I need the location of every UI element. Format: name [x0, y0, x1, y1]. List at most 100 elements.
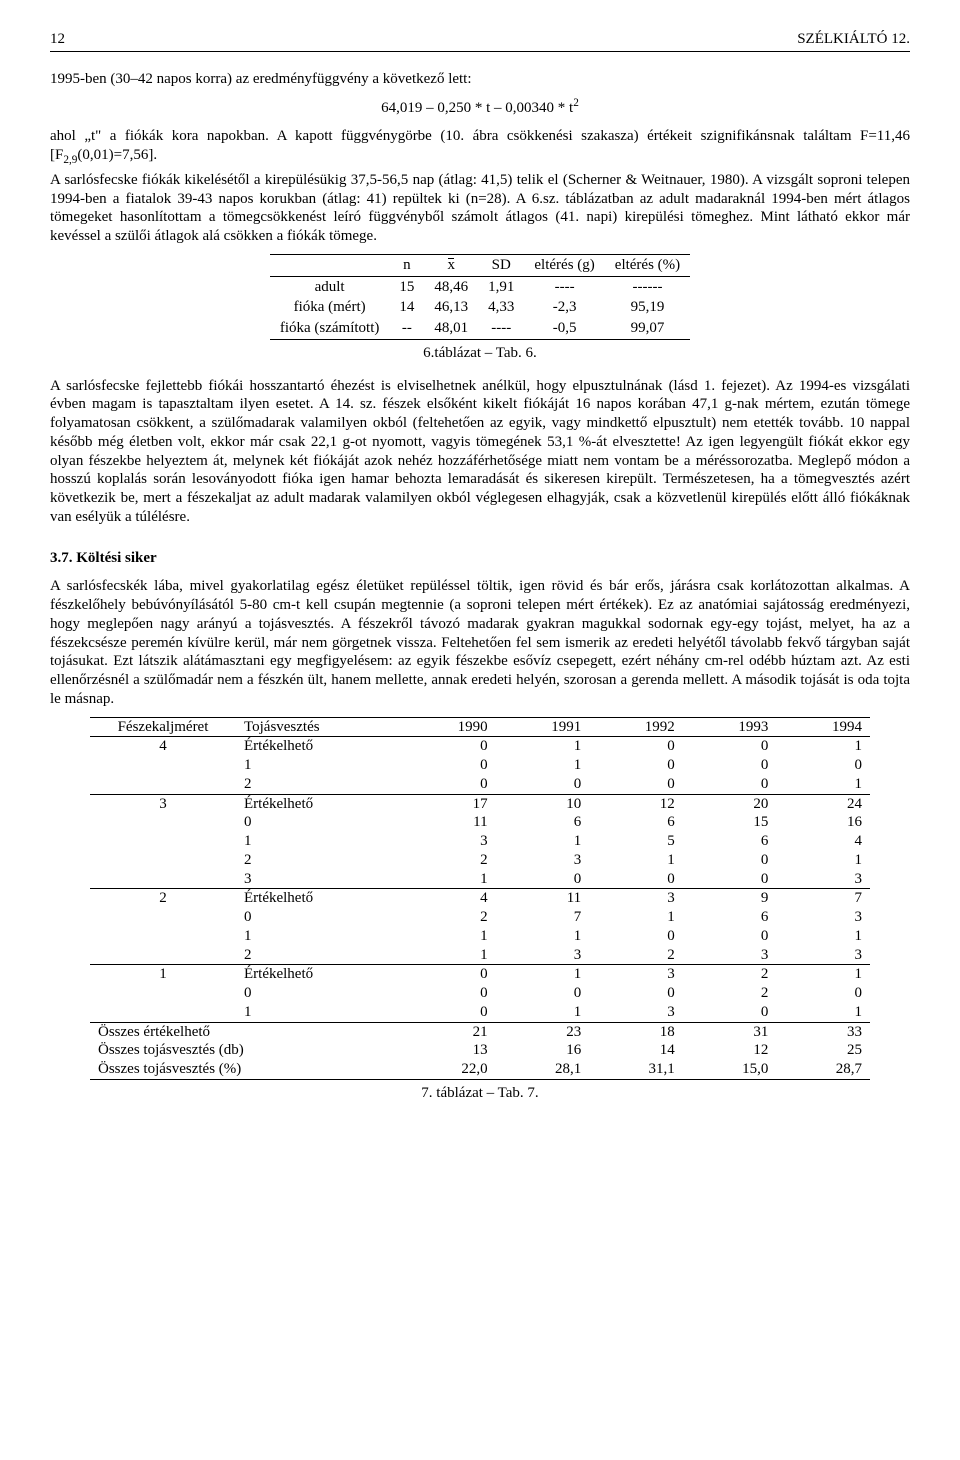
where-text-b: (0,01)=7,56]. [77, 147, 157, 163]
t6-r1c3: 4,33 [478, 297, 524, 318]
t7-total-cell: 12 [683, 1041, 777, 1060]
t7-h3: 1991 [496, 717, 590, 737]
t7-cell: 20 [683, 794, 777, 813]
t7-cell: 0 [683, 851, 777, 870]
table-row: 011661516 [90, 813, 870, 832]
t6-h4: eltérés (g) [524, 254, 604, 276]
t7-cell: 15 [683, 813, 777, 832]
t7-cell: 0 [589, 756, 683, 775]
formula-body: 64,019 – 0,250 * t – 0,00340 * t [381, 100, 573, 116]
where-text-a: ahol „t" a fiókák kora napokban. A kapot… [50, 128, 910, 163]
t7-cell: 6 [496, 813, 590, 832]
t7-cell: 1 [496, 1003, 590, 1022]
table-row: 131564 [90, 832, 870, 851]
t7-h1: Tojásvesztés [236, 717, 402, 737]
t6-r0c4: ---- [524, 276, 604, 297]
t7-h0: Fészekaljméret [90, 717, 236, 737]
t7-h6: 1994 [776, 717, 870, 737]
t7-cell: 4 [402, 889, 496, 908]
t7-cell: 2 [402, 851, 496, 870]
t7-cell: 1 [496, 832, 590, 851]
t7-cell: 0 [589, 927, 683, 946]
t7-label-cell: 2 [236, 775, 402, 794]
t7-cell: 10 [496, 794, 590, 813]
table-row: 213233 [90, 946, 870, 965]
t7-cell: 0 [589, 870, 683, 889]
t7-size-cell [90, 927, 236, 946]
table-row: 2Értékelhető411397 [90, 889, 870, 908]
t7-total-cell: 18 [589, 1022, 683, 1041]
t7-total-cell: 16 [496, 1041, 590, 1060]
t7-total-label: Összes értékelhető [90, 1022, 402, 1041]
t7-total-cell: 28,7 [776, 1060, 870, 1079]
t7-cell: 0 [496, 775, 590, 794]
table-row: fióka (számított) -- 48,01 ---- -0,5 99,… [270, 318, 690, 339]
t7-cell: 3 [496, 946, 590, 965]
t7-size-cell: 3 [90, 794, 236, 813]
t7-cell: 2 [683, 965, 777, 984]
t7-cell: 3 [589, 1003, 683, 1022]
t7-cell: 4 [776, 832, 870, 851]
t7-cell: 1 [589, 908, 683, 927]
t7-size-cell [90, 1003, 236, 1022]
t7-size-cell [90, 775, 236, 794]
t7-total-cell: 21 [402, 1022, 496, 1041]
t7-cell: 2 [683, 984, 777, 1003]
t7-size-cell: 2 [90, 889, 236, 908]
t7-cell: 0 [402, 965, 496, 984]
t6-r0c0: adult [270, 276, 390, 297]
t6-r1c4: -2,3 [524, 297, 604, 318]
t7-cell: 0 [402, 1003, 496, 1022]
page-number: 12 [50, 30, 65, 49]
t7-h4: 1992 [589, 717, 683, 737]
t7-total-cell: 22,0 [402, 1060, 496, 1079]
t7-cell: 11 [402, 813, 496, 832]
t6-r2c0: fióka (számított) [270, 318, 390, 339]
t6-r2c4: -0,5 [524, 318, 604, 339]
t7-cell: 6 [589, 813, 683, 832]
t7-cell: 0 [589, 984, 683, 1003]
t7-cell: 0 [589, 775, 683, 794]
regression-formula: 64,019 – 0,250 * t – 0,00340 * t2 [50, 99, 910, 118]
t7-cell: 1 [496, 737, 590, 756]
table-7-caption: 7. táblázat – Tab. 7. [50, 1084, 910, 1103]
t7-cell: 1 [496, 927, 590, 946]
table-row: 3Értékelhető1710122024 [90, 794, 870, 813]
t7-cell: 12 [589, 794, 683, 813]
t7-cell: 0 [402, 775, 496, 794]
t6-h2: x [424, 254, 478, 276]
t7-total-cell: 14 [589, 1041, 683, 1060]
t7-cell: 3 [776, 870, 870, 889]
t7-cell: 3 [589, 889, 683, 908]
t7-size-cell [90, 851, 236, 870]
where-paragraph: ahol „t" a fiókák kora napokban. A kapot… [50, 127, 910, 165]
t7-cell: 1 [776, 1003, 870, 1022]
t7-label-cell: Értékelhető [236, 737, 402, 756]
t7-cell: 3 [776, 946, 870, 965]
t7-cell: 5 [589, 832, 683, 851]
t7-cell: 24 [776, 794, 870, 813]
t7-label-cell: Értékelhető [236, 889, 402, 908]
t7-cell: 0 [683, 1003, 777, 1022]
t7-total-cell: 33 [776, 1022, 870, 1041]
t6-r1c1: 14 [389, 297, 424, 318]
t7-size-cell [90, 813, 236, 832]
t7-cell: 3 [683, 946, 777, 965]
t7-label-cell: 2 [236, 851, 402, 870]
table-row-total: Összes értékelhető2123183133 [90, 1022, 870, 1041]
para-hatching: A sarlósfecske fiókák kikelésétől a kire… [50, 171, 910, 246]
t7-size-cell [90, 870, 236, 889]
table-row: 101301 [90, 1003, 870, 1022]
t7-total-cell: 25 [776, 1041, 870, 1060]
formula-exponent: 2 [573, 97, 579, 109]
t7-label-cell: 0 [236, 984, 402, 1003]
t7-cell: 6 [683, 832, 777, 851]
t6-r0c5: ------ [605, 276, 690, 297]
intro-paragraph: 1995-ben (30–42 napos korra) az eredmény… [50, 70, 910, 89]
table-row: 000020 [90, 984, 870, 1003]
table-row: 101000 [90, 756, 870, 775]
t7-label-cell: Értékelhető [236, 965, 402, 984]
t7-cell: 3 [589, 965, 683, 984]
t7-cell: 2 [589, 946, 683, 965]
table-row-total: Összes tojásvesztés (%)22,028,131,115,02… [90, 1060, 870, 1079]
